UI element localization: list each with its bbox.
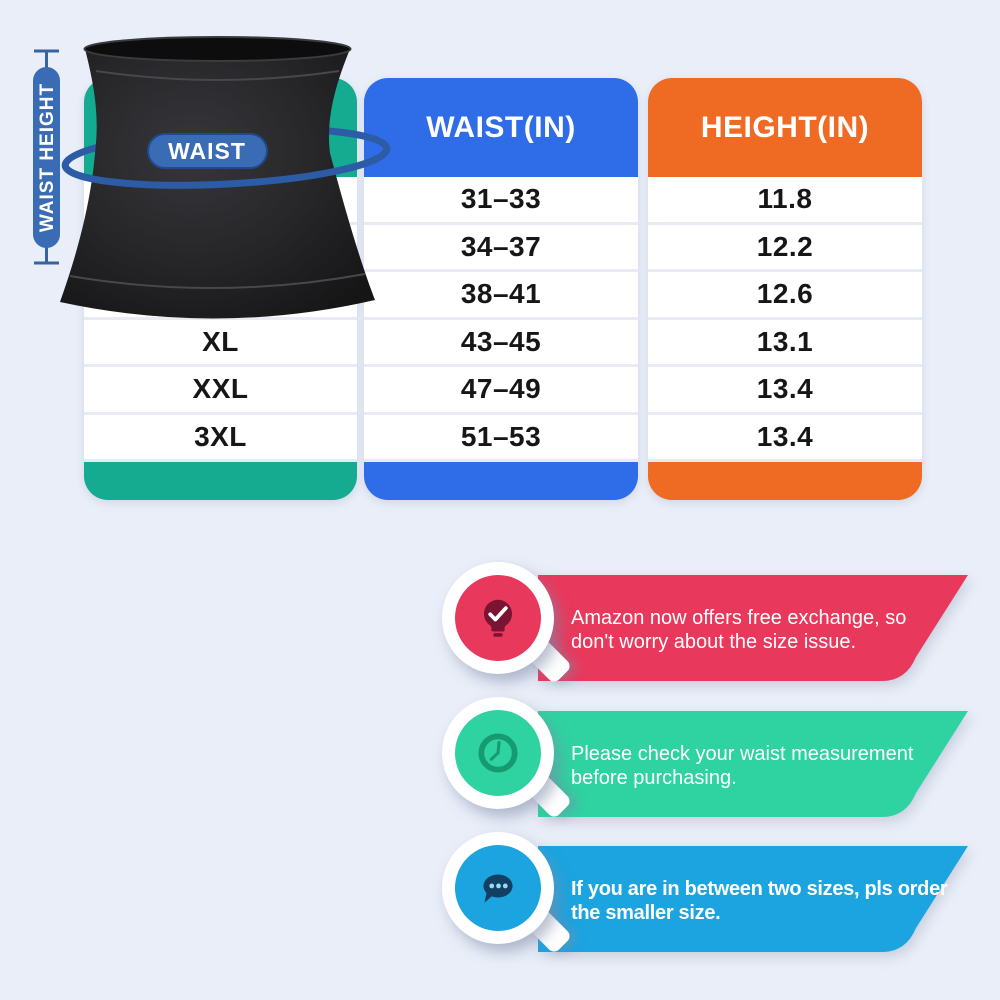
note-line: before purchasing. xyxy=(571,767,737,789)
table-cell: 38–41 xyxy=(364,272,638,320)
table-cell: 31–33 xyxy=(364,177,638,225)
table-cell: 13.4 xyxy=(648,367,922,415)
column-cells-height: 11.8 12.2 12.6 13.1 13.4 13.4 xyxy=(648,177,922,462)
note-banner-between-sizes: If you are in between two sizes, pls ord… xyxy=(538,846,973,952)
waist-ring-front-arc xyxy=(61,148,391,189)
table-cell: 43–45 xyxy=(364,320,638,367)
table-column-height: HEIGHT(IN) 11.8 12.2 12.6 13.1 13.4 13.4 xyxy=(648,78,922,500)
ribbon-shape xyxy=(538,711,968,817)
note-line: If you are in between two sizes, pls ord… xyxy=(571,878,948,900)
table-cell: 47–49 xyxy=(364,367,638,415)
garment-top-seam xyxy=(95,70,340,81)
table-cell: 51–53 xyxy=(364,415,638,462)
table-cell: 3XL xyxy=(84,415,357,462)
waist-height-label-text: WAIST HEIGHT xyxy=(37,83,58,232)
garment-bottom-seam xyxy=(69,273,366,289)
note-text: Please check your waist measurement befo… xyxy=(571,742,951,790)
ribbon-shape xyxy=(538,846,968,952)
ribbon-shape xyxy=(538,575,968,681)
note-text: If you are in between two sizes, pls ord… xyxy=(571,877,951,925)
table-column-waist: WAIST(IN) 31–33 34–37 38–41 43–45 47–49 … xyxy=(364,78,638,500)
garment-top-opening xyxy=(83,36,352,62)
lightbulb-check-icon xyxy=(455,575,541,661)
column-cells-waist: 31–33 34–37 38–41 43–45 47–49 51–53 xyxy=(364,177,638,462)
column-header-waist: WAIST(IN) xyxy=(426,110,576,144)
table-cell: 13.4 xyxy=(648,415,922,462)
note-line: Amazon now offers free exchange, so xyxy=(571,607,907,629)
note-line: the smaller size. xyxy=(571,902,721,924)
note-line: Please check your waist measurement xyxy=(571,743,914,765)
table-cell: 12.6 xyxy=(648,272,922,320)
table-cell: 13.1 xyxy=(648,320,922,367)
table-cell: 12.2 xyxy=(648,225,922,272)
table-cell: XL xyxy=(84,320,357,367)
table-cell: 11.8 xyxy=(648,177,922,225)
waist-label-pill: WAIST xyxy=(147,133,268,169)
note-badge-between-sizes xyxy=(442,832,573,955)
note-line: don't worry about the size issue. xyxy=(571,631,857,653)
note-badge-measure xyxy=(442,697,573,820)
note-text: Amazon now offers free exchange, so don'… xyxy=(571,606,951,654)
note-badge-exchange xyxy=(442,562,573,685)
note-banner-measure: Please check your waist measurement befo… xyxy=(538,711,973,817)
chat-icon xyxy=(455,845,541,931)
waist-trainer-diagram: WAIST WAIST HEIGHT xyxy=(33,36,391,319)
clock-icon xyxy=(455,710,541,796)
waist-height-label-pill: WAIST HEIGHT xyxy=(33,67,60,248)
table-cell: XXL xyxy=(84,367,357,415)
column-header-height: HEIGHT(IN) xyxy=(700,110,870,144)
waist-label-text: WAIST xyxy=(168,138,246,164)
table-cell: 34–37 xyxy=(364,225,638,272)
note-banner-exchange: Amazon now offers free exchange, so don'… xyxy=(538,575,973,681)
